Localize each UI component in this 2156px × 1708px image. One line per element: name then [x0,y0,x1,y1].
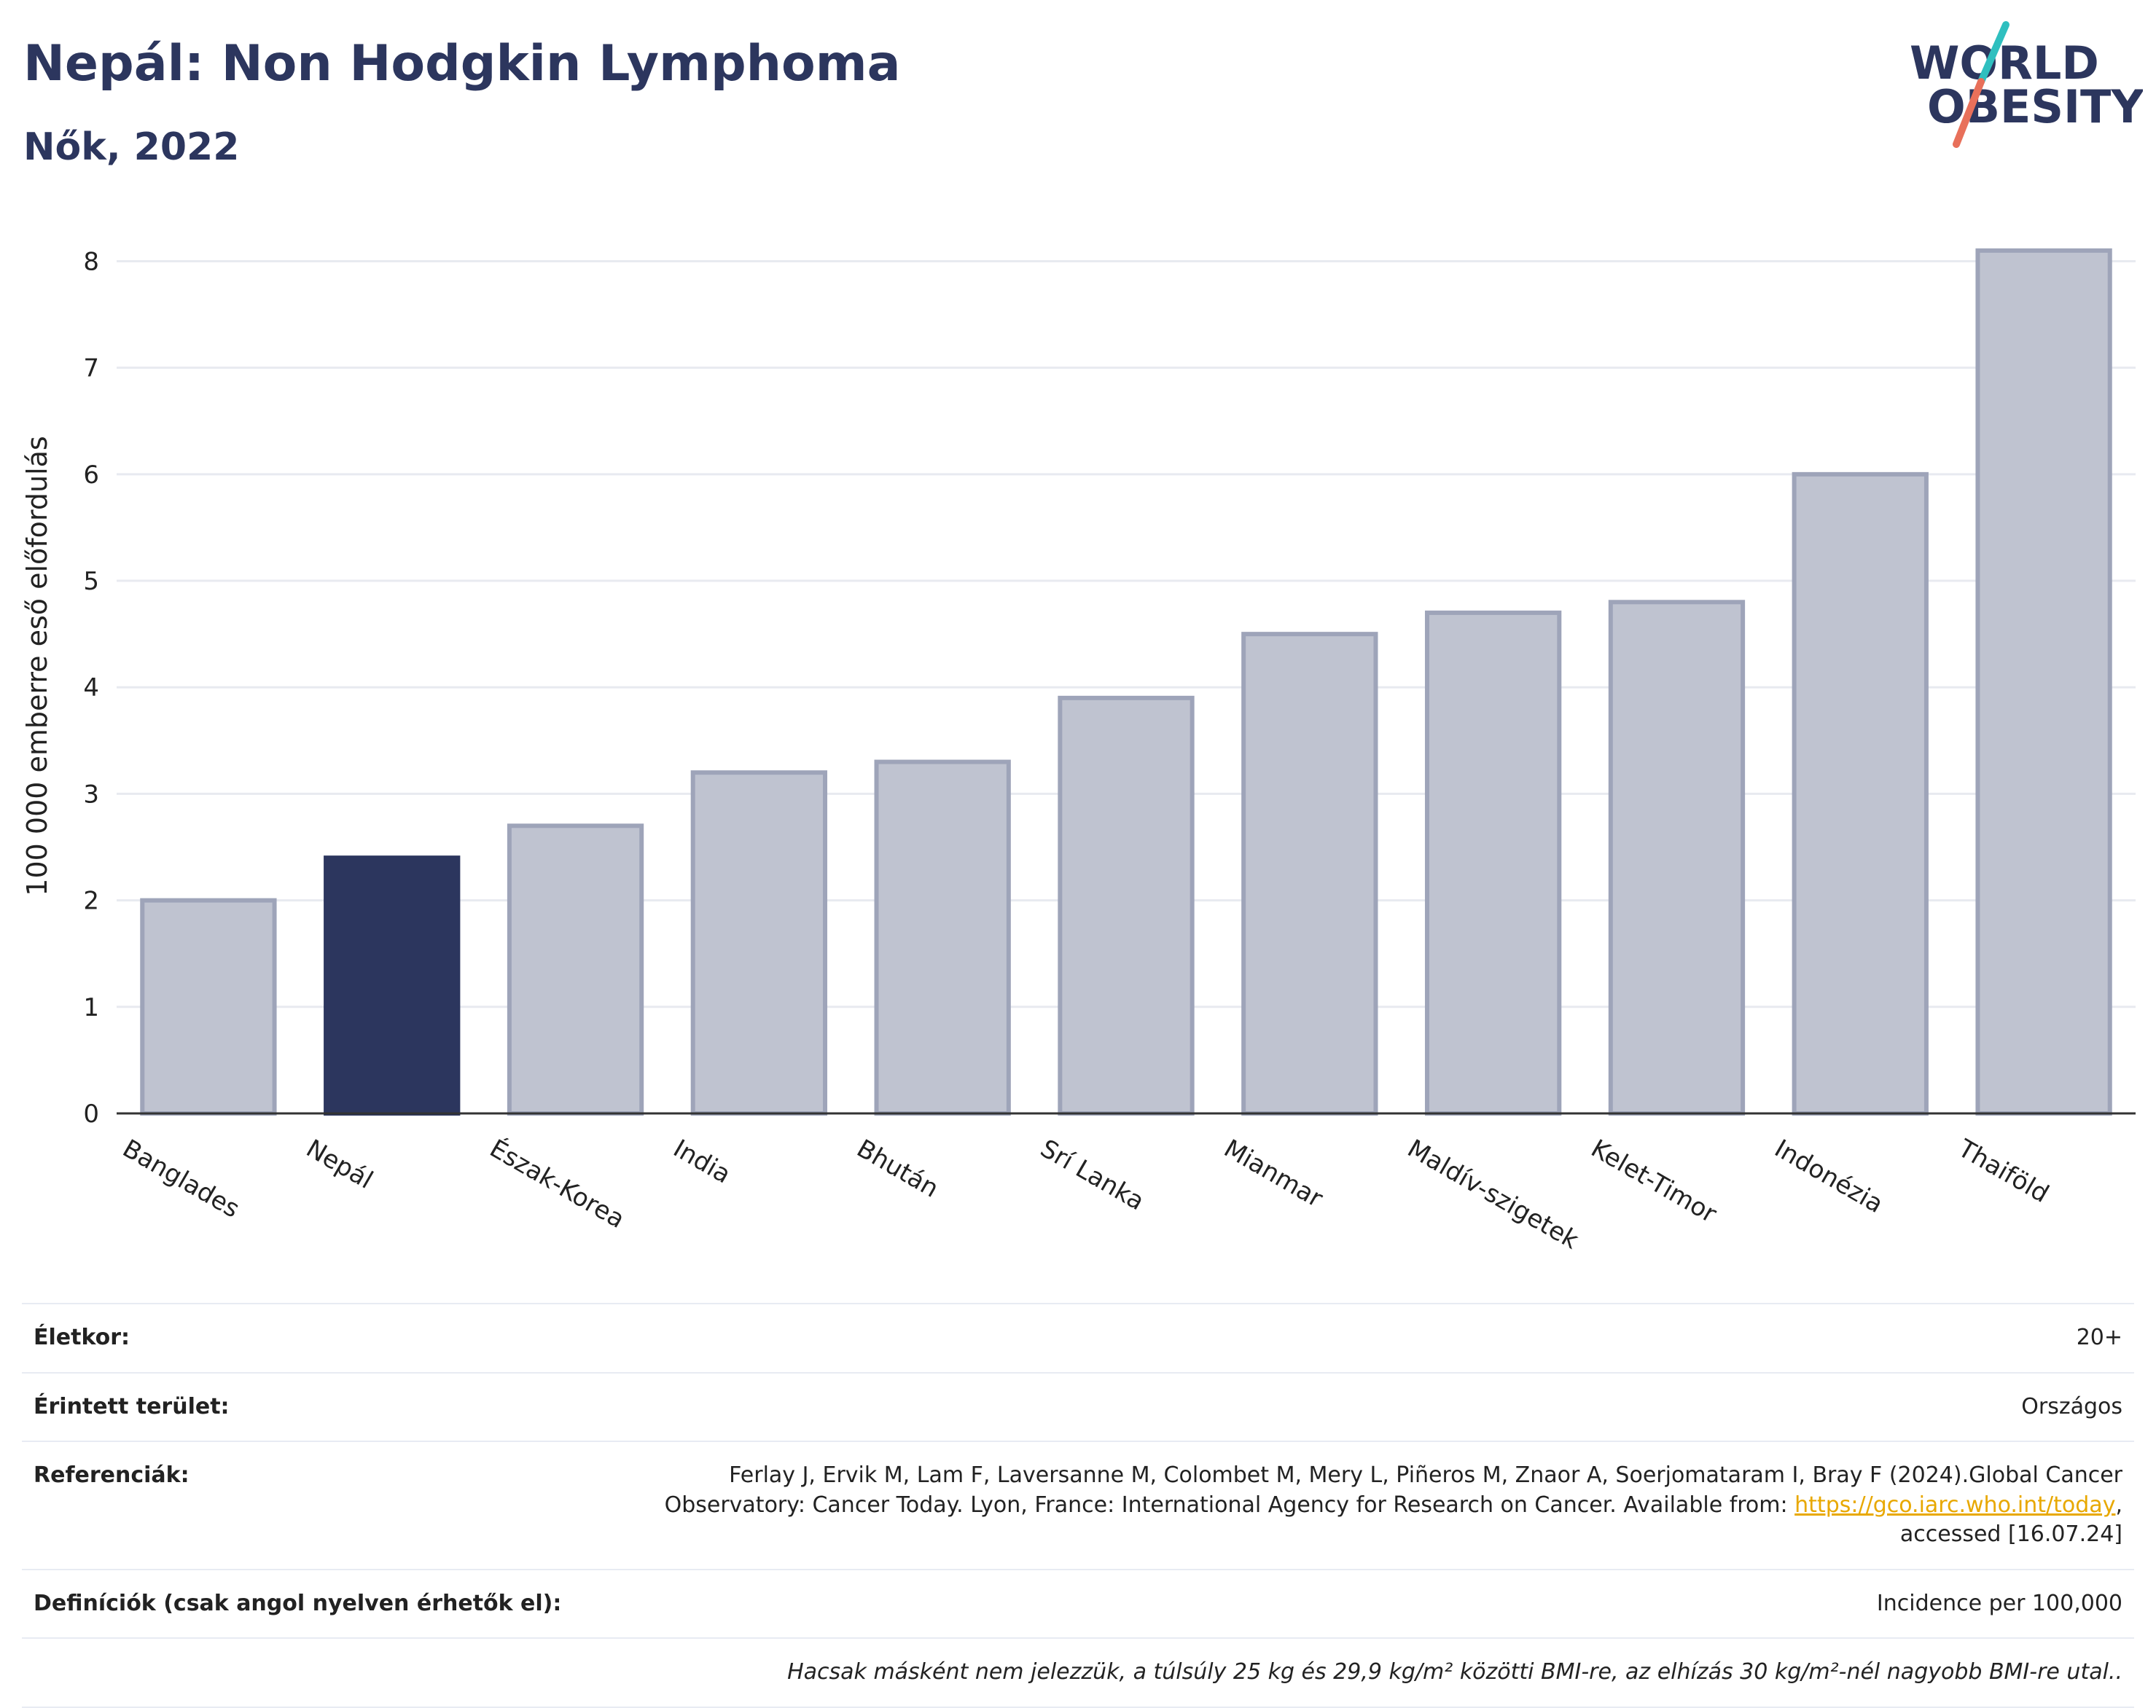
logo-slash-coral [1953,78,1985,148]
bar-Thaiföld [1975,248,2112,1116]
area-label: Érintett terület: [22,1371,599,1441]
y-tick-label: 2 [83,887,99,916]
bar-Maldív-szigetek [1424,610,1562,1116]
references-link[interactable]: https://gco.iarc.who.int/today [1794,1492,2116,1518]
x-tick-label: Indonézia [1770,1134,1889,1219]
x-tick-label: Nepál [301,1134,378,1195]
info-row-area: Érintett terület: Országos [22,1371,2134,1441]
bar-Észak-Korea [507,823,644,1116]
y-axis-ticks: 0 1 2 3 4 5 6 7 8 [83,247,99,1129]
y-tick-label: 8 [83,247,99,276]
info-row-definitions: Definíciók (csak angol nyelven érhetők e… [22,1568,2134,1638]
bar-Indonézia [1792,471,1929,1116]
area-value: Országos [599,1371,2134,1441]
x-tick-label: Bhután [852,1134,944,1204]
x-tick-label: Thaiföld [1953,1134,2054,1209]
bar-Mianmar [1241,632,1378,1116]
y-tick-label: 3 [83,780,99,809]
info-row-age: Életkor: 20+ [22,1303,2134,1373]
bar-chart: 0 1 2 3 4 5 6 7 8 Banglades Nepál Észak-Korea India… [21,247,2136,1255]
chart-title: Nepál: Non Hodgkin Lymphoma [23,35,901,93]
x-tick-label: Maldív-szigetek [1402,1134,1584,1255]
footnote: Hacsak másként nem jelezzük, a túlsúly 2… [599,1637,2134,1708]
x-tick-label: Banglades [117,1134,244,1224]
definitions-value: Incidence per 100,000 [599,1568,2134,1638]
bar-Kelet-Timor [1608,600,1746,1116]
y-tick-label: 0 [83,1100,99,1129]
bar-Srí Lanka [1058,695,1195,1116]
world-obesity-logo: WORLD OBESITY [1910,21,2143,148]
logo-slash-teal [1977,21,2009,85]
bar-Banglades [140,898,277,1116]
note-spacer [22,1637,599,1708]
x-tick-label: Észak-Korea [485,1133,630,1234]
info-table: Életkor: 20+ Érintett terület: Országos … [22,1303,2134,1708]
y-axis-label: 100 000 emberre eső előfordulás [21,436,53,896]
references-value: Ferlay J, Ervik M, Lam F, Laversanne M, … [599,1441,2134,1570]
logo-text-obesity: OBESITY [1927,80,2143,133]
bar-India [690,770,828,1116]
y-tick-label: 5 [83,567,99,596]
info-row-note: Hacsak másként nem jelezzük, a túlsúly 2… [22,1637,2134,1708]
x-tick-label: Kelet-Timor [1586,1134,1722,1229]
definitions-label: Definíciók (csak angol nyelven érhetők e… [22,1568,599,1638]
bar-Nepál [324,855,461,1116]
chart-subtitle: Nők, 2022 [23,125,240,169]
x-tick-label: Srí Lanka [1036,1134,1149,1216]
y-tick-label: 1 [83,993,99,1022]
y-tick-label: 6 [83,461,99,490]
logo-text-world: WORLD [1910,36,2099,90]
x-tick-label: Mianmar [1219,1134,1327,1213]
y-tick-label: 7 [83,354,99,383]
x-axis-ticks: Banglades Nepál Észak-Korea India Bhután Srí … [117,1133,2053,1255]
references-accessed: , accessed [16.07.24] [1899,1492,2122,1548]
info-row-references: Referenciák: Ferlay J, Ervik M, Lam F, L… [22,1441,2134,1570]
x-tick-label: India [668,1134,735,1189]
bars [140,248,2112,1116]
y-tick-label: 4 [83,673,99,702]
references-label: Referenciák: [22,1441,599,1570]
bar-Bhután [874,759,1011,1116]
references-text: Ferlay J, Ervik M, Lam F, Laversanne M, … [664,1462,2122,1518]
age-value: 20+ [599,1303,2134,1373]
age-label: Életkor: [22,1303,599,1373]
